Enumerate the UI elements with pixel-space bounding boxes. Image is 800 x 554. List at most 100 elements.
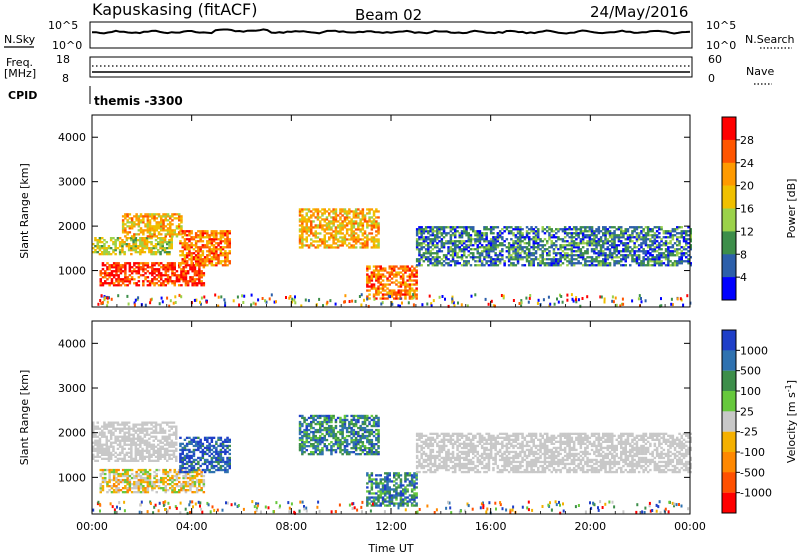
- power-cell: [402, 289, 405, 292]
- power-noise-cell: [205, 300, 208, 304]
- power-cell: [572, 250, 576, 253]
- power-cell: [456, 254, 459, 257]
- vel-cell: [151, 483, 154, 486]
- power-cell: [226, 254, 229, 257]
- power-cell: [519, 238, 522, 241]
- power-cell: [384, 285, 387, 288]
- vel-cell: [175, 457, 178, 460]
- vel-cell: [194, 444, 198, 448]
- power-cell: [397, 291, 400, 294]
- power-cell: [476, 234, 479, 237]
- power-cell: [559, 248, 562, 251]
- power-cell: [397, 271, 400, 274]
- power-cell: [219, 260, 223, 263]
- vel-cell: [212, 456, 216, 460]
- vel-cell: [197, 436, 200, 439]
- power-cell: [575, 242, 578, 245]
- vel-cell: [119, 489, 123, 492]
- power-cell: [124, 276, 127, 279]
- vel-cell: [151, 489, 154, 492]
- vel-cell: [121, 437, 124, 440]
- power-cell: [321, 214, 324, 217]
- vel-cell: [150, 459, 153, 462]
- vel-cell: [212, 464, 216, 468]
- power-cell: [629, 254, 632, 257]
- vel-cell: [130, 427, 133, 430]
- power-cell: [454, 254, 457, 257]
- power-cell: [662, 254, 666, 257]
- power-cell: [134, 247, 138, 250]
- vel-cell: [166, 453, 169, 456]
- power-cell: [323, 238, 326, 241]
- power-cell: [208, 254, 211, 257]
- power-cell: [494, 240, 497, 243]
- power-cell: [404, 287, 407, 290]
- power-cell: [620, 258, 623, 261]
- power-cell: [110, 278, 114, 281]
- power-cell: [669, 232, 672, 235]
- vel-cell: [164, 468, 167, 472]
- vel-cell: [103, 423, 106, 426]
- power-cell: [210, 250, 214, 253]
- vel-cell: [118, 441, 122, 444]
- vel-cell: [208, 460, 211, 464]
- power-cell: [372, 224, 376, 227]
- power-cell: [676, 232, 679, 235]
- power-cell: [375, 289, 378, 292]
- power-cell: [354, 236, 358, 239]
- vel-cell: [215, 450, 218, 454]
- power-noise-cell: [174, 295, 177, 299]
- power-cell: [429, 250, 432, 253]
- power-cell: [354, 220, 358, 223]
- vel-cell: [303, 418, 306, 422]
- power-cell: [651, 248, 654, 251]
- power-cell: [186, 264, 190, 267]
- vel-cell: [121, 459, 124, 462]
- power-cell: [438, 230, 441, 233]
- power-cell: [664, 258, 668, 261]
- power-cell: [418, 260, 421, 263]
- vel-cell: [127, 443, 131, 446]
- power-cell: [424, 238, 428, 241]
- power-cell: [390, 269, 394, 272]
- power-cell: [593, 238, 596, 241]
- vel-cell: [148, 455, 151, 458]
- power-cell: [646, 252, 650, 255]
- vel-cell: [198, 472, 201, 476]
- power-cell: [539, 238, 542, 241]
- vel-cell: [210, 438, 214, 441]
- vel-cell: [112, 491, 116, 494]
- vel-cell: [197, 460, 200, 464]
- power-cell: [357, 216, 360, 219]
- vel-cell: [161, 427, 164, 430]
- power-cell: [168, 253, 171, 256]
- power-cell: [456, 230, 459, 233]
- vel-cell: [157, 468, 161, 472]
- power-cell: [168, 239, 171, 242]
- power-cell: [203, 236, 207, 239]
- power-cell: [190, 252, 193, 255]
- power-cell: [532, 258, 535, 261]
- power-cell: [208, 234, 211, 237]
- power-cell: [305, 240, 308, 243]
- vel-cell: [171, 487, 174, 490]
- power-noise-cell: [560, 295, 563, 298]
- power-cell: [212, 264, 216, 267]
- power-cell: [595, 248, 598, 251]
- power-cell: [201, 230, 205, 233]
- power-cell: [429, 228, 432, 231]
- vel-cell: [106, 480, 109, 484]
- power-cell: [390, 291, 394, 294]
- power-cell: [212, 230, 216, 233]
- power-cell: [341, 238, 344, 241]
- vel-cell: [206, 460, 209, 464]
- power-cell: [406, 291, 409, 294]
- power-cell: [370, 279, 374, 282]
- vel-cell: [139, 441, 142, 444]
- power-cell: [451, 258, 455, 261]
- power-cell: [593, 264, 596, 267]
- vel-cell: [171, 491, 174, 494]
- power-cell: [590, 258, 594, 261]
- vel-cell: [325, 447, 329, 450]
- power-cell: [121, 247, 124, 250]
